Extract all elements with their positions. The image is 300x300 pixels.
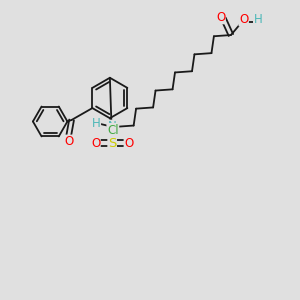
Text: O: O [91, 136, 100, 150]
Text: O: O [64, 135, 73, 148]
Text: N: N [108, 120, 116, 133]
Text: O: O [216, 11, 225, 24]
Text: H: H [92, 117, 100, 130]
Text: S: S [108, 136, 116, 150]
Text: Cl: Cl [107, 124, 119, 136]
Text: O: O [124, 136, 134, 150]
Text: H: H [254, 13, 262, 26]
Text: O: O [239, 13, 248, 26]
